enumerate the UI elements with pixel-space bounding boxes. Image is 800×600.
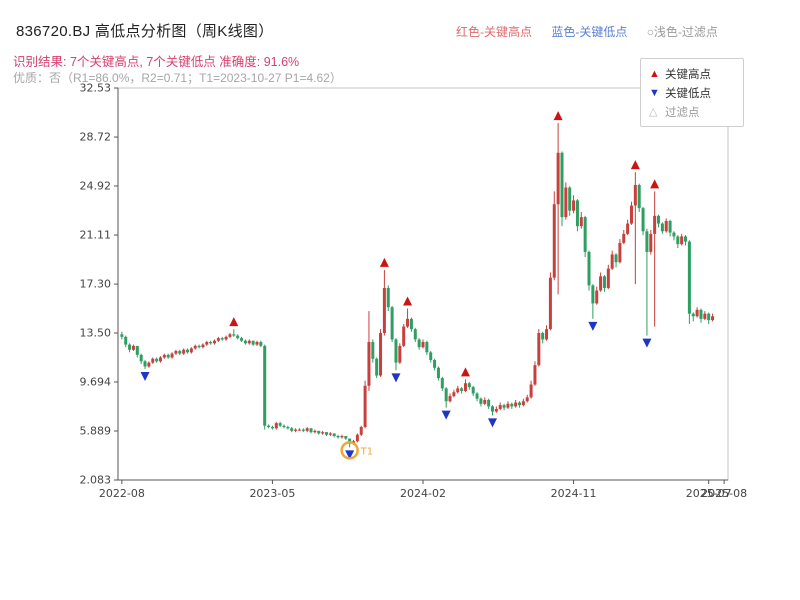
top-legend-key-high: 红色-关键高点 bbox=[456, 25, 532, 39]
top-legend-key-low: 蓝色-关键低点 bbox=[551, 25, 628, 39]
svg-text:2025-07: 2025-07 bbox=[686, 487, 732, 500]
svg-text:17.30: 17.30 bbox=[80, 278, 112, 291]
key-low-triangle-icon: ▼ bbox=[649, 86, 660, 99]
chart-legend-box: ▲ 关键高点 ▼ 关键低点 △ 过滤点 bbox=[640, 58, 744, 127]
svg-text:2022-08: 2022-08 bbox=[99, 487, 145, 500]
svg-text:5.889: 5.889 bbox=[80, 424, 112, 437]
svg-text:2024-11: 2024-11 bbox=[551, 487, 597, 500]
svg-text:24.92: 24.92 bbox=[80, 179, 112, 192]
legend-key-low-label: 关键低点 bbox=[665, 87, 711, 100]
svg-text:28.72: 28.72 bbox=[80, 131, 112, 144]
svg-text:2025-08: 2025-08 bbox=[701, 487, 747, 500]
svg-text:2024-02: 2024-02 bbox=[400, 487, 446, 500]
legend-filtered-label: 过滤点 bbox=[665, 106, 700, 119]
top-legend: 红色-关键高点 蓝色-关键低点 ○浅色-过滤点 bbox=[456, 23, 734, 40]
svg-text:2023-05: 2023-05 bbox=[249, 487, 295, 500]
svg-text:13.50: 13.50 bbox=[80, 327, 112, 340]
legend-item-key-high: ▲ 关键高点 bbox=[649, 64, 735, 83]
legend-item-key-low: ▼ 关键低点 bbox=[649, 83, 735, 102]
recognition-result-text: 识别结果: 7个关键高点, 7个关键低点 准确度: 91.6% bbox=[13, 55, 300, 69]
legend-key-high-label: 关键高点 bbox=[665, 68, 711, 81]
legend-item-filtered: △ 过滤点 bbox=[649, 102, 735, 121]
quality-text: 优质：否（R1=86.0%，R2=0.71；T1=2023-10-27 P1=4… bbox=[13, 71, 342, 85]
top-legend-filtered: ○浅色-过滤点 bbox=[646, 25, 718, 39]
svg-text:21.11: 21.11 bbox=[80, 229, 112, 242]
page-title: 836720.BJ 高低点分析图（周K线图） bbox=[16, 23, 274, 40]
svg-text:32.53: 32.53 bbox=[80, 82, 112, 95]
svg-text:9.694: 9.694 bbox=[80, 376, 112, 389]
filtered-triangle-icon: △ bbox=[649, 106, 658, 118]
key-high-triangle-icon: ▲ bbox=[649, 67, 660, 80]
svg-text:T1: T1 bbox=[360, 446, 373, 457]
svg-text:2.083: 2.083 bbox=[80, 474, 112, 487]
